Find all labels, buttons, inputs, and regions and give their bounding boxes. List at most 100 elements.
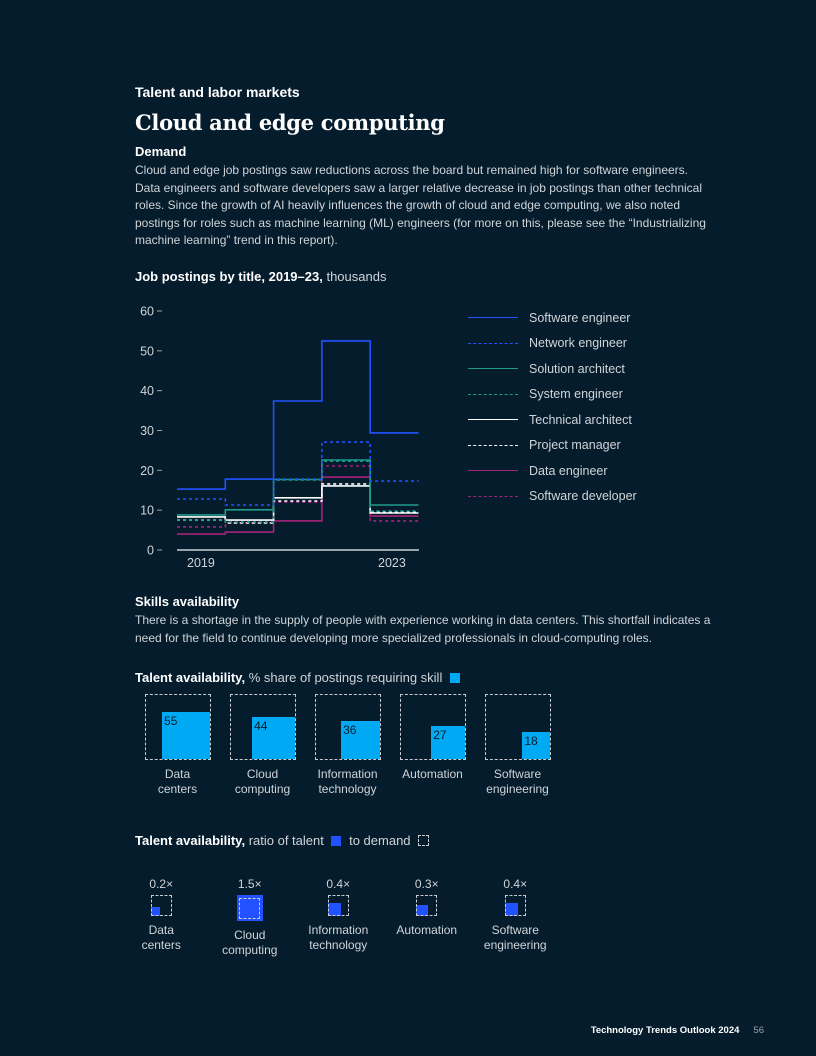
chart-legend: Software engineer Network engineer Solutio… [468, 305, 637, 509]
share-bar: 27 [431, 725, 465, 759]
legend-item: Project manager [468, 433, 637, 459]
y-tick-label: 30 [140, 424, 154, 438]
talent-square [327, 902, 342, 916]
legend-swatch [468, 342, 518, 344]
share-outline: 55 [144, 694, 211, 760]
legend-swatch [468, 368, 518, 370]
page-title: Cloud and edge computing [135, 110, 445, 135]
share-tile: 18 Software engineering [475, 694, 560, 797]
share-title-main: Talent availability, [135, 670, 246, 685]
publication-name: Technology Trends Outlook 2024 [590, 1025, 740, 1036]
legend-swatch [468, 419, 518, 421]
series-line-software-engineer [177, 340, 419, 490]
legend-item: Software developer [468, 484, 637, 510]
ratio-mark [504, 895, 526, 916]
skills-heading: Skills availability [135, 594, 240, 609]
skills-body: There is a shortage in the supply of peo… [135, 613, 711, 645]
ratio-tile: 1.5× Cloud computing [206, 877, 295, 958]
series-line-network-engineer [177, 441, 419, 506]
y-tick-label: 0 [147, 544, 154, 558]
ratio-value-label: 0.4× [326, 877, 351, 891]
category-label: Cloud computing [222, 927, 278, 957]
ratio-value-label: 0.3× [414, 877, 439, 891]
share-bar: 55 [162, 711, 210, 759]
talent-key-swatch-icon [331, 836, 342, 846]
share-value-label: 44 [254, 718, 268, 733]
demand-outline [327, 895, 349, 916]
demand-outline [238, 897, 260, 919]
ratio-value-label: 1.5× [237, 877, 262, 891]
legend-swatch [468, 393, 518, 395]
ratio-title-main: Talent availability, [135, 833, 246, 848]
legend-label: Network engineer [529, 336, 627, 351]
series-line-solution-architect [177, 459, 419, 516]
talent-square [236, 895, 263, 921]
legend-swatch [468, 444, 518, 446]
ratio-chart-title: Talent availability, ratio of talent to … [135, 833, 430, 848]
y-tick-label: 40 [140, 384, 154, 398]
share-tile: 55 Data centers [135, 694, 220, 797]
category-label: Data centers [141, 923, 181, 952]
job-postings-chart: 0 10 20 30 40 50 60 2019 2023 [140, 305, 419, 570]
demand-outline [150, 895, 172, 916]
ratio-value-label: 0.2× [149, 877, 174, 891]
demand-heading: Demand [135, 144, 187, 159]
legend-item: Data engineer [468, 458, 637, 484]
y-axis: 0 10 20 30 40 50 60 [140, 305, 162, 558]
ratio-mark [327, 895, 349, 916]
chart-title-unit: thousands [326, 269, 387, 284]
ratio-tile: 0.2× Data centers [117, 877, 206, 958]
share-outline: 36 [314, 694, 381, 760]
y-tick-label: 50 [140, 344, 154, 358]
share-outline: 27 [399, 694, 466, 760]
demand-outline [504, 895, 526, 916]
series-line-software-developer [177, 465, 419, 528]
page-number: 56 [753, 1025, 764, 1036]
share-tile: 27 Automation [390, 694, 475, 797]
share-key-swatch-icon [449, 673, 460, 683]
share-tiles: 55 Data centers 44 Cloud computing 36 Informati… [135, 694, 560, 797]
chart-title-main: Job postings by title, 2019–23, [135, 269, 323, 284]
legend-label: Solution architect [529, 361, 625, 376]
category-label: Software engineering [483, 923, 547, 952]
category-label: Data centers [157, 767, 198, 796]
legend-swatch [468, 470, 518, 472]
share-bar: 18 [522, 731, 550, 759]
share-value-label: 27 [433, 727, 447, 742]
share-value-label: 18 [524, 733, 538, 748]
ratio-tiles: 0.2× Data centers 1.5× Cloud computing 0.4× Inf… [117, 877, 560, 958]
ratio-title-unit-a: ratio of talent [248, 833, 324, 848]
y-tick-label: 60 [140, 305, 154, 319]
ratio-mark [150, 895, 172, 916]
legend-swatch [468, 317, 518, 319]
legend-label: Data engineer [529, 463, 608, 478]
legend-swatch [468, 495, 518, 497]
ratio-title-unit-b: to demand [349, 833, 411, 848]
share-chart-title: Talent availability, % share of postings… [135, 670, 460, 685]
legend-label: Project manager [529, 438, 621, 453]
series-group [177, 340, 419, 535]
legend-label: Software engineer [529, 310, 631, 325]
category-label: Information technology [317, 767, 378, 796]
legend-item: Technical architect [468, 407, 637, 433]
demand-outline [416, 895, 438, 916]
share-tile: 36 Information technology [305, 694, 390, 797]
demand-body: Cloud and edge job postings saw reductio… [135, 163, 706, 247]
legend-label: Software developer [529, 489, 637, 504]
legend-item: System engineer [468, 382, 637, 408]
category-label: Automation [402, 767, 463, 781]
talent-square [416, 904, 428, 916]
section-label: Talent and labor markets [135, 84, 300, 100]
legend-label: System engineer [529, 387, 623, 402]
category-label: Software engineering [486, 767, 549, 796]
share-bar: 44 [252, 716, 295, 759]
demand-key-swatch-icon [418, 835, 430, 846]
share-bar: 36 [341, 720, 380, 759]
talent-square [150, 906, 161, 916]
ratio-tile: 0.4× Information technology [294, 877, 383, 958]
x-tick-label: 2019 [187, 556, 215, 570]
share-outline: 44 [229, 694, 296, 760]
ratio-value-label: 0.4× [503, 877, 528, 891]
share-title-unit: % share of postings requiring skill [248, 670, 443, 685]
ratio-tile: 0.3× Automation [383, 877, 472, 958]
